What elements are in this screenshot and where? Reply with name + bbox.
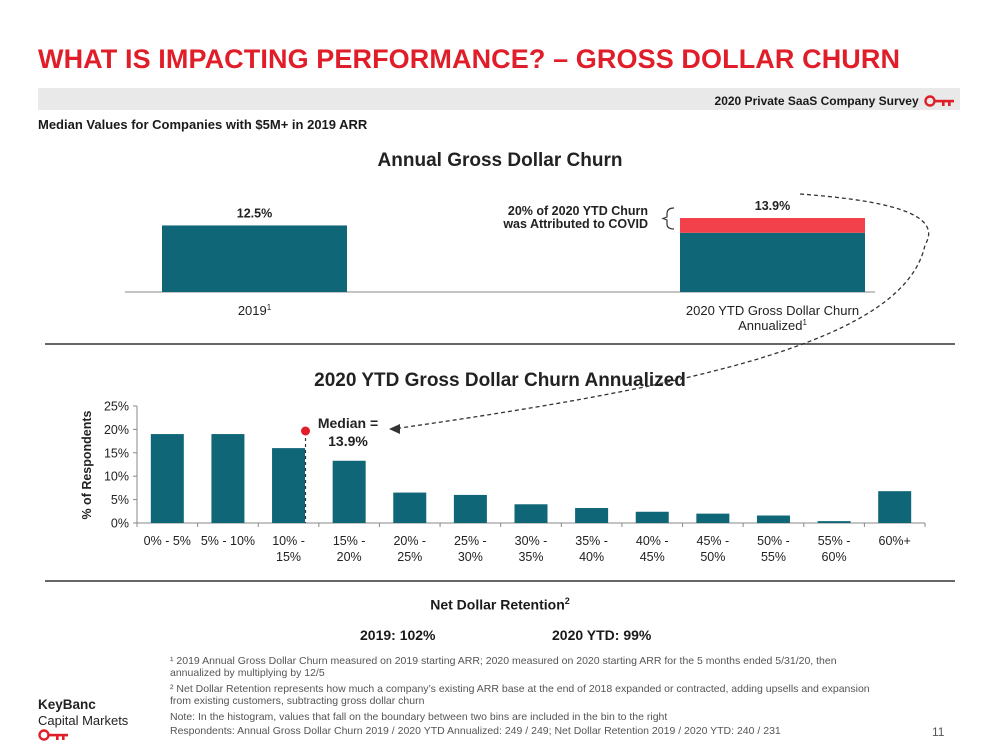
chart2-bar	[635, 511, 669, 523]
chart2-x-tick-label: 15%	[276, 550, 301, 564]
respondents-note: Respondents: Annual Gross Dollar Churn 2…	[170, 725, 781, 737]
survey-label-text: 2020 Private SaaS Company Survey	[714, 94, 919, 108]
chart1-category-label: 20191	[238, 303, 272, 318]
logo-line2: Capital Markets	[38, 713, 129, 728]
chart1-data-label: 13.9%	[755, 199, 790, 213]
chart2-x-tick-label: 5% - 10%	[201, 534, 255, 548]
ndr-title-text: Net Dollar Retention	[430, 596, 565, 613]
chart2-bar	[575, 508, 609, 523]
chart2-bar	[272, 448, 306, 523]
median-connector	[399, 193, 930, 429]
chart2-x-tick-label: 30%	[458, 550, 483, 564]
covid-annotation-line2: was Attributed to COVID	[502, 217, 648, 231]
covid-annotation-line1: 20% of 2020 YTD Churn	[508, 204, 648, 218]
chart2-y-tick-label: 0%	[111, 517, 129, 531]
chart2-x-tick-label: 25% -	[454, 534, 487, 548]
chart2-x-tick-label: 55%	[761, 550, 786, 564]
chart2-bar	[514, 504, 548, 523]
chart2-y-tick-label: 10%	[104, 470, 129, 484]
ndr-title-footnote: 2	[564, 596, 570, 606]
ndr-title: Net Dollar Retention2	[0, 596, 1000, 613]
chart2-x-tick-label: 50%	[700, 550, 725, 564]
chart2-title: 2020 YTD Gross Dollar Churn Annualized	[314, 370, 686, 391]
chart2-bars	[150, 434, 912, 523]
page-number: 11	[932, 725, 945, 739]
chart2-x-tick-label: 20% -	[393, 534, 426, 548]
chart2-x-tick-label: 35%	[518, 550, 543, 564]
median-dot	[301, 426, 311, 436]
histogram-note: Note: In the histogram, values that fall…	[170, 711, 668, 723]
chart2-x-tick-label: 10% -	[272, 534, 305, 548]
logo-key-icon	[38, 729, 68, 741]
chart2-y-axis-label: % of Respondents	[80, 410, 94, 519]
chart1-bar-2020-covid-segment	[680, 218, 865, 233]
chart1-category-label: Annualized1	[738, 318, 807, 333]
chart2-bar	[696, 513, 730, 523]
chart2-y-tick-label: 5%	[111, 493, 129, 507]
ndr-2020-ytd: 2020 YTD: 99%	[552, 627, 652, 643]
chart2-bar	[393, 492, 427, 523]
chart2-x-tick-label: 15% -	[333, 534, 366, 548]
chart2-x-tick-label: 30% -	[515, 534, 548, 548]
chart2-x-tick-label: 20%	[337, 550, 362, 564]
chart1-data-label: 12.5%	[237, 206, 272, 220]
chart2-bar	[453, 494, 487, 523]
chart2-axes: 0% 5% 10% 15% 20% 25% 0% - 5% 5% - 10% 10% - 15% 1…	[104, 400, 926, 564]
chart2-x-tick-label: 35% -	[575, 534, 608, 548]
page-title: WHAT IS IMPACTING PERFORMANCE? – GROSS D…	[38, 44, 901, 74]
chart2-x-tick-label: 55% -	[818, 534, 851, 548]
logo-line1: KeyBanc	[38, 697, 96, 712]
chart1-title: Annual Gross Dollar Churn	[378, 150, 623, 171]
chart2-x-tick-label: 45% -	[697, 534, 730, 548]
chart2-x-tick-label: 45%	[640, 550, 665, 564]
chart2-bar	[150, 434, 184, 523]
median-arrow-head	[389, 424, 400, 434]
chart2-x-tick-label: 60%+	[879, 534, 911, 548]
chart2-x-tick-label: 60%	[822, 550, 847, 564]
chart2-x-tick-label: 40% -	[636, 534, 669, 548]
key-icon	[924, 95, 954, 107]
covid-brace	[661, 207, 675, 230]
footnote-2: ² Net Dollar Retention represents how mu…	[170, 683, 870, 707]
survey-band	[38, 88, 960, 110]
chart2-bar	[817, 521, 851, 523]
chart2-y-tick-label: 25%	[104, 400, 129, 414]
chart2-y-tick-label: 15%	[104, 446, 129, 460]
median-label-line1: Median =	[318, 415, 378, 431]
chart2-x-tick-label: 50% -	[757, 534, 790, 548]
chart2-x-tick-label: 40%	[579, 550, 604, 564]
survey-label: 2020 Private SaaS Company Survey	[715, 93, 956, 108]
chart2-x-tick-label: 25%	[397, 550, 422, 564]
median-label-line2: 13.9%	[328, 433, 368, 449]
subtitle: Median Values for Companies with $5M+ in…	[38, 117, 368, 132]
chart1-category-label: 2020 YTD Gross Dollar Churn	[686, 303, 859, 318]
footnote-1: ¹ 2019 Annual Gross Dollar Churn measure…	[170, 655, 837, 679]
chart2-y-tick-label: 20%	[104, 423, 129, 437]
chart2-median-marker: Median = 13.9%	[301, 415, 378, 523]
chart2-bar	[332, 460, 366, 523]
chart1-bar-2020	[680, 232, 865, 292]
chart1-covid-annotation: 20% of 2020 YTD Churn was Attributed to …	[502, 204, 675, 231]
chart2-bar	[756, 515, 790, 523]
ndr-2019: 2019: 102%	[360, 627, 436, 643]
chart2-bar	[211, 434, 245, 523]
chart2-x-tick-label: 0% - 5%	[144, 534, 191, 548]
chart1-bar-2019	[162, 225, 347, 292]
chart1-bars: 12.5% 13.9% 20191 2020 YTD Gross Dollar Chu…	[162, 199, 865, 333]
chart2-bar	[878, 491, 912, 523]
